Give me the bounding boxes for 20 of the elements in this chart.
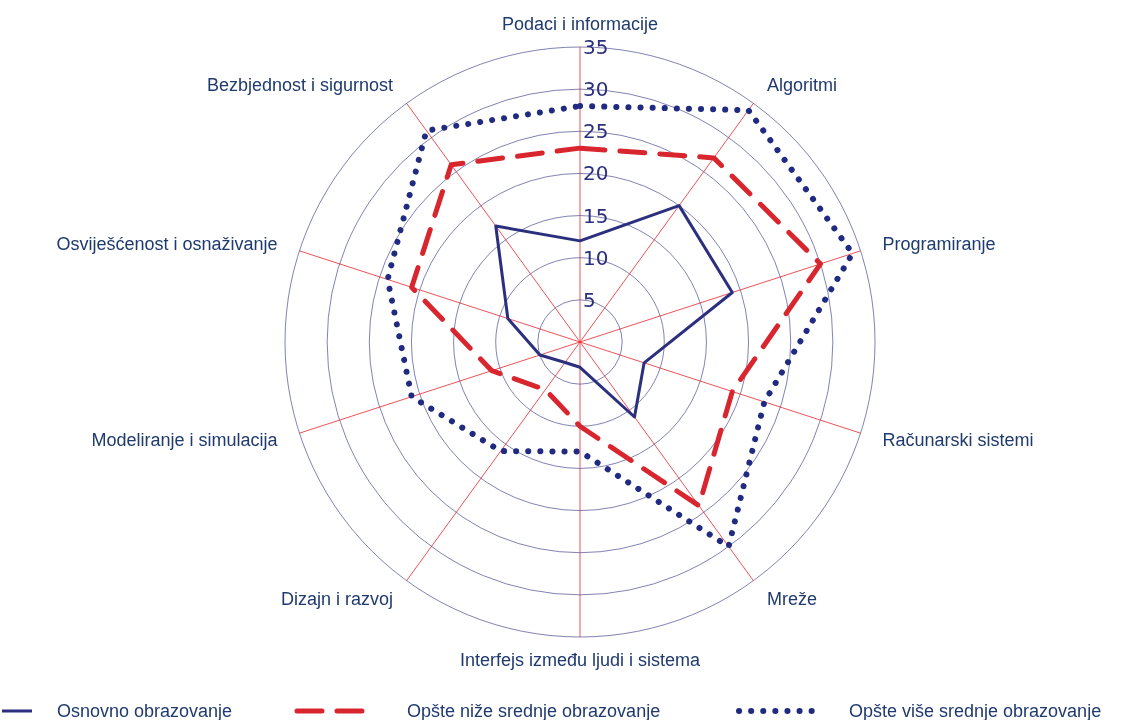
spoke-label: Mreže [766, 589, 817, 610]
y-tick-label: 25 [583, 119, 609, 144]
spoke-label: Modeliranje i simulacija [91, 430, 279, 451]
spoke-label: Računarski sistemi [882, 430, 1034, 451]
legend-label: Opšte niže srednje obrazovanje [407, 701, 661, 720]
y-tick-label: 30 [583, 77, 609, 102]
spoke-label: Bezbjednost i sigurnost [206, 74, 394, 95]
y-tick-label: 20 [583, 161, 609, 186]
spoke-label: Dizajn i razvoj [281, 589, 394, 610]
spoke-label: Programiranje [882, 233, 996, 254]
y-tick-label: 15 [583, 203, 609, 228]
spoke-label: Algoritmi [766, 74, 837, 95]
legend-label: Osnovno obrazovanje [57, 701, 233, 720]
spoke-label: Interfejs između ljudi i sistema [459, 650, 702, 670]
legend-label: Opšte više srednje obrazovanje [849, 701, 1102, 720]
spoke-label: Osviješćenost i osnaživanje [56, 233, 278, 254]
y-tick-label: 5 [583, 287, 596, 312]
y-tick-label: 35 [583, 35, 609, 59]
y-tick-label: 10 [583, 245, 609, 270]
spoke-label: Podaci i informacije [501, 14, 659, 34]
